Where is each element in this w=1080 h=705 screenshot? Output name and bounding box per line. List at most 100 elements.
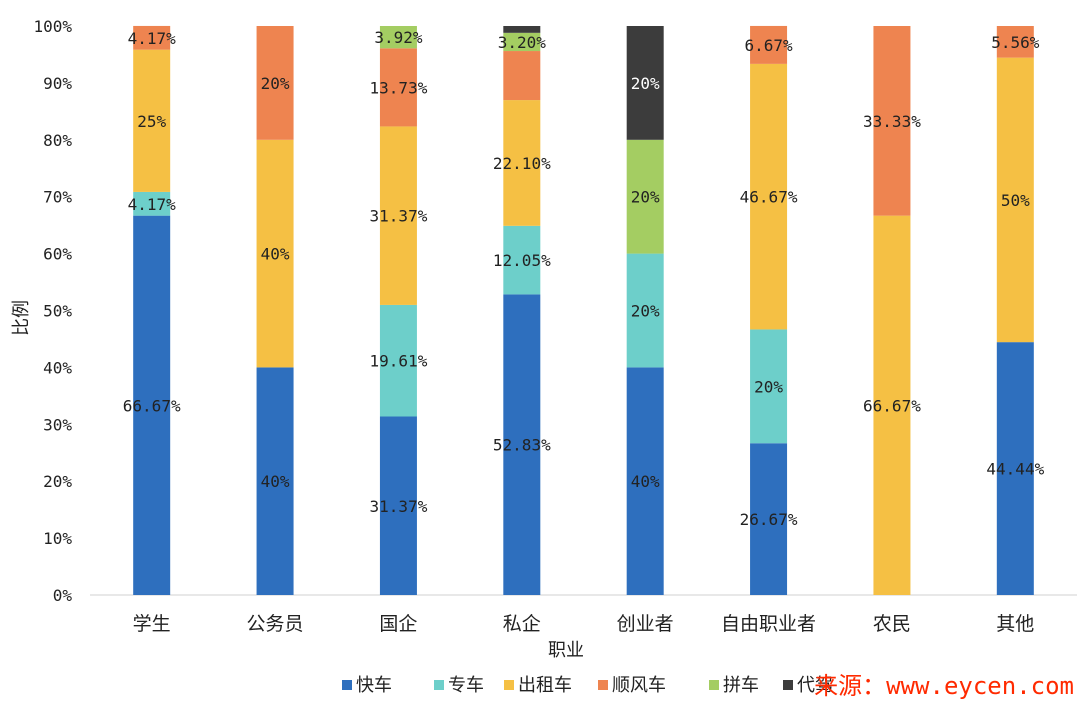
legend-label: 代驾 xyxy=(797,675,833,696)
legend-label: 专车 xyxy=(448,675,484,696)
bars-group xyxy=(133,25,1034,595)
bar-segment xyxy=(503,100,541,226)
bar-segment xyxy=(133,25,171,50)
data-label: 20% xyxy=(631,302,660,321)
data-label: 40% xyxy=(261,245,290,264)
data-label: 22.10% xyxy=(493,154,551,173)
x-tick-label: 公务员 xyxy=(247,613,304,635)
data-label: 31.37% xyxy=(370,207,428,226)
x-tick-label: 农民 xyxy=(873,613,911,635)
x-tick-label: 学生 xyxy=(133,613,171,635)
data-label: 19.61% xyxy=(370,352,428,371)
bar-segment xyxy=(750,443,788,595)
bar-segment xyxy=(256,367,294,595)
data-label: 6.67% xyxy=(744,36,793,55)
data-label: 4.17% xyxy=(128,29,177,48)
legend: 快车 专车 出租车 顺风车 拼车 代驾 xyxy=(342,675,833,696)
y-tick-label: 20% xyxy=(43,472,72,491)
bar-segment xyxy=(503,26,541,33)
x-tick-label: 自由职业者 xyxy=(721,613,816,635)
data-label: 20% xyxy=(754,377,783,396)
bar-segment xyxy=(626,139,664,254)
bar-segment xyxy=(503,225,541,295)
y-tick-label: 60% xyxy=(43,245,72,264)
y-tick-label: 40% xyxy=(43,358,72,377)
bar-segment xyxy=(626,367,664,595)
legend-label: 出租车 xyxy=(518,675,572,696)
legend-swatch xyxy=(709,680,719,690)
x-tick-label: 其他 xyxy=(996,613,1034,635)
data-label: 44.44% xyxy=(986,460,1044,479)
legend-label: 快车 xyxy=(356,675,392,696)
bar-segment xyxy=(133,215,171,595)
legend-label: 顺风车 xyxy=(612,675,666,696)
data-label: 66.67% xyxy=(863,396,921,415)
y-tick-label: 80% xyxy=(43,131,72,150)
y-tick-label: 90% xyxy=(43,74,72,93)
data-label: 40% xyxy=(631,472,660,491)
data-label: 20% xyxy=(631,74,660,93)
y-axis-title: 比例 xyxy=(11,300,32,336)
y-tick-label: 100% xyxy=(33,17,72,36)
x-axis-title: 职业 xyxy=(548,640,584,661)
data-label: 13.73% xyxy=(370,78,428,97)
bar-segment xyxy=(750,63,788,330)
data-label: 25% xyxy=(137,112,166,131)
bar-segment xyxy=(996,26,1034,58)
source-watermark: 来源：www.eycen.com xyxy=(814,672,1074,700)
x-tick-label: 私企 xyxy=(503,613,541,635)
bar-segment xyxy=(133,49,171,192)
data-label: 40% xyxy=(261,472,290,491)
legend-swatch xyxy=(783,680,793,690)
data-label: 50% xyxy=(1001,191,1030,210)
bar-segment xyxy=(256,139,294,368)
x-tick-label: 国企 xyxy=(379,613,417,635)
bar-segment xyxy=(996,342,1034,595)
data-label: 20% xyxy=(631,188,660,207)
y-tick-label: 50% xyxy=(43,302,72,321)
legend-swatch xyxy=(342,680,352,690)
data-label: 46.67% xyxy=(740,188,798,207)
data-label: 20% xyxy=(261,74,290,93)
data-label: 33.33% xyxy=(863,112,921,131)
bar-segment xyxy=(750,329,788,444)
y-tick-label: 70% xyxy=(43,188,72,207)
bar-segment xyxy=(873,26,911,216)
data-labels-group: 66.67% 4.17% 25% 4.17% 40% 40% 20% 31.37% 19.61%… xyxy=(123,28,1045,529)
data-label: 5.56% xyxy=(991,33,1040,52)
y-tick-label: 30% xyxy=(43,415,72,434)
data-label: 12.05% xyxy=(493,251,551,270)
y-axis-ticks: 0% 10% 20% 30% 40% 50% 60% 70% 80% 90% 100% xyxy=(33,17,72,605)
bar-segment xyxy=(750,25,788,64)
data-label: 26.67% xyxy=(740,510,798,529)
legend-swatch xyxy=(598,680,608,690)
bar-segment xyxy=(379,126,417,305)
legend-swatch xyxy=(504,680,514,690)
data-label: 3.20% xyxy=(498,33,547,52)
data-label: 3.92% xyxy=(374,28,423,47)
x-axis-ticks: 学生 公务员 国企 私企 创业者 自由职业者 农民 其他 xyxy=(133,613,1035,635)
bar-segment xyxy=(503,294,541,595)
bar-segment xyxy=(996,57,1034,343)
bar-segment xyxy=(256,26,294,140)
bar-segment xyxy=(379,416,417,595)
bar-segment xyxy=(873,215,911,595)
data-label: 66.67% xyxy=(123,396,181,415)
bar-segment xyxy=(503,32,541,52)
bar-segment xyxy=(503,51,541,101)
x-tick-label: 创业者 xyxy=(617,613,674,635)
bar-segment xyxy=(626,253,664,368)
legend-label: 拼车 xyxy=(723,675,759,696)
bar-segment xyxy=(133,191,171,216)
bar-segment xyxy=(379,26,417,49)
y-tick-label: 10% xyxy=(43,529,72,548)
bar-segment xyxy=(626,26,664,140)
data-label: 4.17% xyxy=(128,195,177,214)
data-label: 52.83% xyxy=(493,436,551,455)
data-label: 31.37% xyxy=(370,497,428,516)
bar-segment xyxy=(379,48,417,127)
bar-segment xyxy=(379,304,417,417)
y-tick-label: 0% xyxy=(53,586,73,605)
legend-swatch xyxy=(434,680,444,690)
